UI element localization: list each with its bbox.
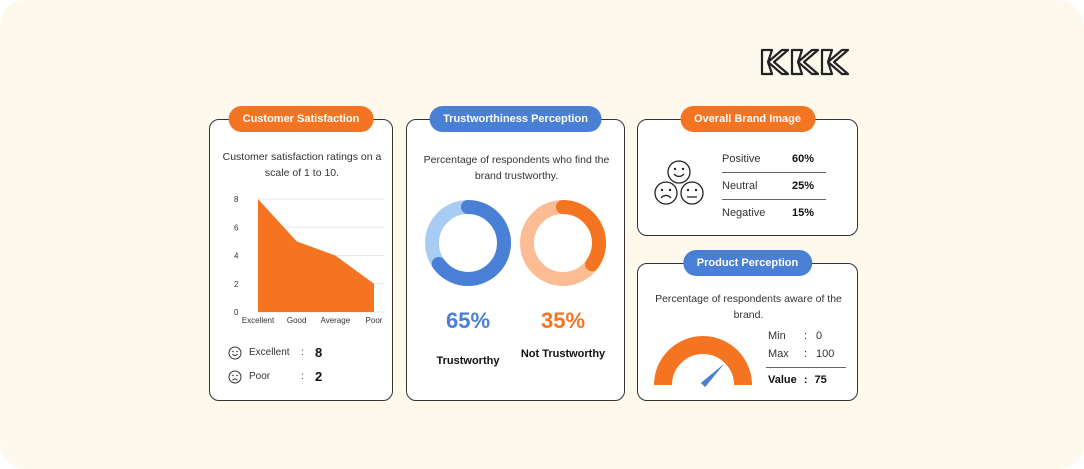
brand-image-title: Overall Brand Image xyxy=(680,106,815,132)
max-label: Max xyxy=(768,348,789,360)
not-trustworthy-percentage: 35% xyxy=(540,308,586,333)
product-perception-description: Percentage of respondents aware of the b… xyxy=(655,293,842,321)
positive-value: 60% xyxy=(792,153,815,165)
positive-row: Positive 60% xyxy=(722,146,826,172)
brand-logo-icon xyxy=(760,48,850,76)
smiley-face-icon xyxy=(228,346,242,359)
divider xyxy=(766,367,846,368)
negative-label: Negative xyxy=(722,207,766,219)
gauge-value-row: Value : 75 xyxy=(768,374,827,386)
min-value: 0 xyxy=(816,330,823,342)
negative-value: 15% xyxy=(792,207,815,219)
min-row: Min : 0 xyxy=(768,330,822,342)
max-value: 100 xyxy=(816,348,835,360)
excellent-value: 8 xyxy=(315,345,323,360)
customer-satisfaction-description: Customer satisfaction ratings on a scale… xyxy=(222,151,382,179)
excellent-label: Excellent xyxy=(249,347,290,358)
negative-row: Negative 15% xyxy=(722,200,826,226)
trustworthiness-title: Trustworthiness Perception xyxy=(429,106,602,132)
sad-face-icon xyxy=(228,370,242,383)
trustworthy-donut xyxy=(425,200,511,286)
y-tick-label: 0 xyxy=(234,308,239,317)
poor-value: 2 xyxy=(315,369,323,384)
x-tick-label: Poor xyxy=(366,316,383,325)
neutral-label: Neutral xyxy=(722,180,758,192)
x-tick-label: Good xyxy=(287,316,307,325)
gauge-arc xyxy=(654,336,752,386)
product-perception-title: Product Perception xyxy=(682,250,813,276)
trustworthy-segment xyxy=(425,200,511,286)
gauge-needle xyxy=(700,363,725,388)
neutral-row: Neutral 25% xyxy=(722,173,826,199)
excellent-stat-row: Excellent : 8 xyxy=(228,345,322,360)
not-trustworthy-donut xyxy=(520,200,606,286)
divider xyxy=(722,199,826,200)
value-label: Value xyxy=(768,374,797,386)
colon: : xyxy=(301,347,304,358)
positive-label: Positive xyxy=(722,153,761,165)
y-tick-label: 2 xyxy=(234,280,239,289)
x-tick-label: Excellent xyxy=(242,316,275,325)
not-trustworthy-label: Not Trustworthy xyxy=(520,348,606,360)
poor-stat-row: Poor : 2 xyxy=(228,369,322,384)
colon: : xyxy=(804,348,808,360)
gauge-value: 75 xyxy=(814,374,827,386)
x-tick-label: Average xyxy=(321,316,351,325)
trustworthy-percentage: 65% xyxy=(445,308,491,333)
neutral-value: 25% xyxy=(792,180,815,192)
customer-satisfaction-area-chart: 0 2 4 6 8 Excellent Good Average Poor xyxy=(234,195,384,325)
y-tick-label: 4 xyxy=(234,252,239,261)
awareness-gauge xyxy=(654,336,752,388)
colon: : xyxy=(803,374,808,386)
brand-image-card: Overall Brand Image Positive 60% Neutral xyxy=(637,106,858,236)
y-tick-label: 6 xyxy=(234,223,239,232)
colon: : xyxy=(804,330,808,342)
trustworthiness-description: Percentage of respondents who find the b… xyxy=(423,154,610,182)
min-label: Min xyxy=(768,330,786,342)
emotion-faces-icon xyxy=(654,160,704,205)
trustworthiness-card: Trustworthiness Perception Percentage of… xyxy=(406,106,625,401)
y-tick-label: 8 xyxy=(234,195,239,204)
colon: : xyxy=(301,371,304,382)
customer-satisfaction-card: Customer Satisfaction Customer satisfact… xyxy=(209,106,393,401)
not-trustworthy-segment xyxy=(520,200,606,286)
product-perception-card: Product Perception Percentage of respond… xyxy=(637,250,858,401)
customer-satisfaction-title: Customer Satisfaction xyxy=(228,106,374,132)
poor-label: Poor xyxy=(249,371,271,382)
satisfaction-area xyxy=(258,199,374,312)
max-row: Max : 100 xyxy=(768,348,834,360)
divider xyxy=(722,172,826,173)
trustworthy-label: Trustworthy xyxy=(436,355,500,367)
